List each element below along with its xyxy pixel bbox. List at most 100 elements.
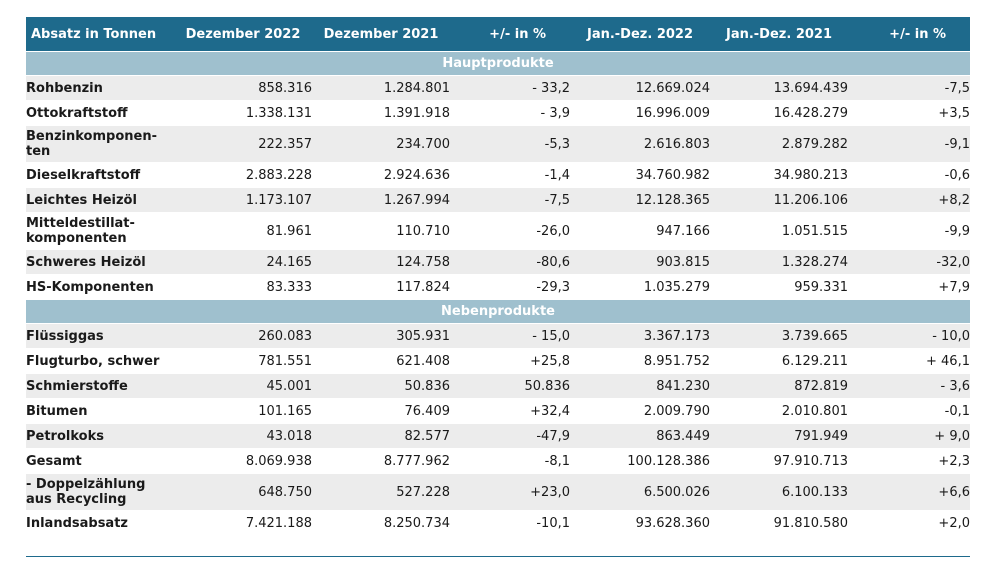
cell-dec-2022: 24.165 — [174, 249, 312, 275]
cell-year-2021: 16.428.279 — [710, 100, 848, 126]
product-name: Rohbenzin — [26, 75, 174, 101]
table-row: Flüssiggas 260.083 305.931- 15,0 3.367.173 3… — [26, 323, 970, 349]
cell-dec-2022: 81.961 — [174, 212, 312, 250]
cell-year-2022: 947.166 — [570, 212, 710, 250]
column-header-dec-2022: Dezember 2022 — [174, 17, 312, 52]
cell-year-2021: 872.819 — [710, 373, 848, 399]
table-bottom-rule — [26, 556, 970, 557]
cell-change-month: +32,4 — [450, 398, 570, 424]
cell-dec-2021: 8.777.962 — [312, 448, 450, 474]
cell-change-year: -0,6 — [848, 162, 970, 188]
cell-change-year: -9,1 — [848, 125, 970, 163]
table-header-row: Absatz in Tonnen Dezember 2022 Dezember … — [26, 17, 970, 52]
cell-dec-2022: 648.750 — [174, 473, 312, 511]
cell-year-2022: 903.815 — [570, 249, 710, 275]
cell-year-2022: 93.628.360 — [570, 510, 710, 535]
cell-year-2021: 6.100.133 — [710, 473, 848, 511]
column-header-year-2021: Jan.-Dez. 2021 — [710, 17, 848, 52]
cell-change-year: - 10,0 — [848, 323, 970, 349]
cell-year-2022: 3.367.173 — [570, 323, 710, 349]
cell-change-month: +25,8 — [450, 348, 570, 374]
cell-dec-2021: 82.577 — [312, 423, 450, 449]
product-name-line: Ottokraftstoff — [26, 105, 128, 121]
product-name-line: Rohbenzin — [26, 80, 103, 96]
table-row: Ottokraftstoff 1.338.131 1.391.918- 3,9 16.… — [26, 100, 970, 126]
table-row: Dieselkraftstoff 2.883.228 2.924.636 -1,4 34… — [26, 162, 970, 188]
product-name: Gesamt — [26, 448, 174, 474]
product-name: - Doppelzählung aus Recycling — [26, 473, 174, 511]
cell-dec-2022: 101.165 — [174, 398, 312, 424]
product-name-line: Inlandsabsatz — [26, 515, 128, 531]
product-name-line: Bitumen — [26, 403, 88, 419]
cell-dec-2021: 1.284.801 — [312, 75, 450, 101]
table-row: Benzinkomponen-ten 222.357 234.700 -5,3 2.61… — [26, 125, 970, 163]
cell-year-2021: 2.879.282 — [710, 125, 848, 163]
table-row: - Doppelzählung aus Recycling 648.750 527.2… — [26, 473, 970, 511]
cell-dec-2022: 43.018 — [174, 423, 312, 449]
cell-year-2021: 791.949 — [710, 423, 848, 449]
cell-year-2022: 841.230 — [570, 373, 710, 399]
column-header-change-month: +/- in % — [450, 17, 570, 52]
table-row: Gesamt 8.069.938 8.777.962 -8,1 100.128.386 9… — [26, 448, 970, 474]
cell-change-year: -9,9 — [848, 212, 970, 250]
section-header-row: Hauptprodukte — [26, 51, 970, 76]
cell-change-year: -32,0 — [848, 249, 970, 275]
cell-change-year: + 9,0 — [848, 423, 970, 449]
cell-dec-2021: 124.758 — [312, 249, 450, 275]
cell-dec-2021: 621.408 — [312, 348, 450, 374]
cell-change-month: -8,1 — [450, 448, 570, 474]
cell-dec-2022: 2.883.228 — [174, 162, 312, 188]
cell-year-2021: 6.129.211 — [710, 348, 848, 374]
cell-dec-2022: 1.338.131 — [174, 100, 312, 126]
product-name: Ottokraftstoff — [26, 100, 174, 126]
column-header-product: Absatz in Tonnen — [26, 17, 174, 52]
cell-change-month: - 33,2 — [450, 75, 570, 101]
cell-year-2022: 2.009.790 — [570, 398, 710, 424]
cell-year-2021: 3.739.665 — [710, 323, 848, 349]
product-name-line: Schweres Heizöl — [26, 254, 146, 270]
cell-dec-2022: 8.069.938 — [174, 448, 312, 474]
product-name-line: Dieselkraftstoff — [26, 167, 141, 183]
column-header-change-year: +/- in % — [848, 17, 970, 52]
table-row: Inlandsabsatz 7.421.188 8.250.734 -10,1 93.6… — [26, 510, 970, 535]
column-header-dec-2021: Dezember 2021 — [312, 17, 450, 52]
product-name-line: Flüssiggas — [26, 328, 104, 344]
cell-year-2022: 1.035.279 — [570, 274, 710, 300]
product-name-line: - Doppelzählung — [26, 477, 146, 492]
column-header-year-2022: Jan.-Dez. 2022 — [570, 17, 710, 52]
cell-dec-2021: 234.700 — [312, 125, 450, 163]
cell-dec-2022: 222.357 — [174, 125, 312, 163]
cell-year-2022: 100.128.386 — [570, 448, 710, 474]
table-row: Mitteldestillat-komponenten 81.961 110.710… — [26, 212, 970, 250]
table-row: Schweres Heizöl 24.165 124.758 -80,6 903.815… — [26, 249, 970, 275]
cell-change-year: - 3,6 — [848, 373, 970, 399]
cell-year-2021: 2.010.801 — [710, 398, 848, 424]
product-name-line: aus Recycling — [26, 492, 127, 507]
cell-change-year: +3,5 — [848, 100, 970, 126]
product-name-line: Petrolkoks — [26, 428, 104, 444]
cell-dec-2021: 305.931 — [312, 323, 450, 349]
product-name: Schmierstoffe — [26, 373, 174, 399]
cell-dec-2021: 76.409 — [312, 398, 450, 424]
cell-year-2021: 91.810.580 — [710, 510, 848, 535]
cell-year-2021: 1.328.274 — [710, 249, 848, 275]
cell-dec-2022: 781.551 — [174, 348, 312, 374]
product-name-line: komponenten — [26, 231, 127, 246]
sales-table-container: Absatz in Tonnen Dezember 2022 Dezember … — [26, 17, 970, 535]
cell-year-2022: 16.996.009 — [570, 100, 710, 126]
cell-change-month: -10,1 — [450, 510, 570, 535]
product-name-line: Leichtes Heizöl — [26, 192, 137, 208]
cell-change-month: -26,0 — [450, 212, 570, 250]
cell-year-2021: 1.051.515 — [710, 212, 848, 250]
cell-change-month: 50.836 — [450, 373, 570, 399]
product-name-line: Schmierstoffe — [26, 378, 128, 394]
cell-change-year: +2,0 — [848, 510, 970, 535]
table-body: Hauptprodukte Rohbenzin 858.316 1.284.801- … — [26, 51, 970, 535]
section-title: Nebenprodukte — [26, 299, 970, 324]
product-name: Inlandsabsatz — [26, 510, 174, 535]
cell-year-2021: 34.980.213 — [710, 162, 848, 188]
section-title: Hauptprodukte — [26, 51, 970, 76]
table-row: Schmierstoffe 45.001 50.836 50.836 841.230 87… — [26, 373, 970, 399]
cell-change-year: + 46,1 — [848, 348, 970, 374]
cell-dec-2022: 858.316 — [174, 75, 312, 101]
